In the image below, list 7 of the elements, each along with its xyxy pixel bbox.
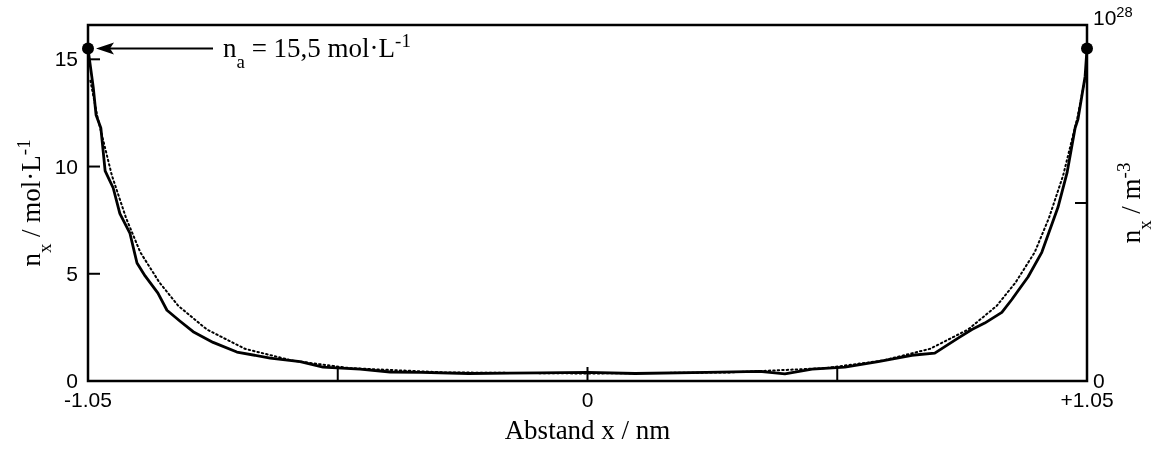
- annotation: n$_{a}$ = 15,5 mol·L$^{-1}$: [223, 30, 411, 72]
- y-tick-label: 10: [54, 154, 78, 178]
- x-tick-label: 0: [581, 388, 594, 411]
- y-tick-label: 15: [54, 47, 78, 71]
- x-axis-title: Abstand x / nm: [504, 415, 671, 445]
- y2-tick-label: 10$^{28}$: [1093, 4, 1133, 29]
- y-tick-label: 5: [66, 261, 78, 285]
